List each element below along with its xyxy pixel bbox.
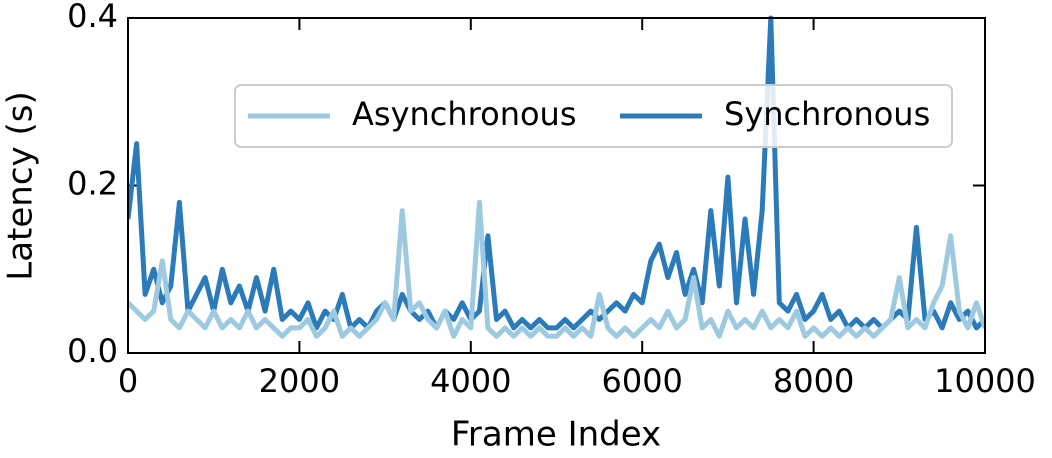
x-tick-label: 8000: [773, 362, 854, 400]
legend-label: Asynchronous: [352, 95, 577, 133]
series-line: [128, 199, 985, 339]
x-tick-label: 6000: [601, 362, 682, 400]
x-tick-label: 0: [118, 362, 138, 400]
legend-label: Synchronous: [724, 95, 930, 133]
series-line: [128, 15, 985, 331]
x-tick-label: 4000: [430, 362, 511, 400]
plot-frame: [127, 17, 986, 354]
y-axis-label: Latency (s): [1, 91, 41, 280]
y-tick-label: 0.2: [67, 165, 118, 203]
x-tick-label: 10000: [934, 362, 1036, 400]
legend-box: [234, 84, 953, 148]
x-axis-label: Frame Index: [451, 415, 661, 455]
x-tick-label: 2000: [259, 362, 340, 400]
y-tick-label: 0.0: [67, 332, 118, 370]
y-tick-label: 0.4: [67, 0, 118, 35]
